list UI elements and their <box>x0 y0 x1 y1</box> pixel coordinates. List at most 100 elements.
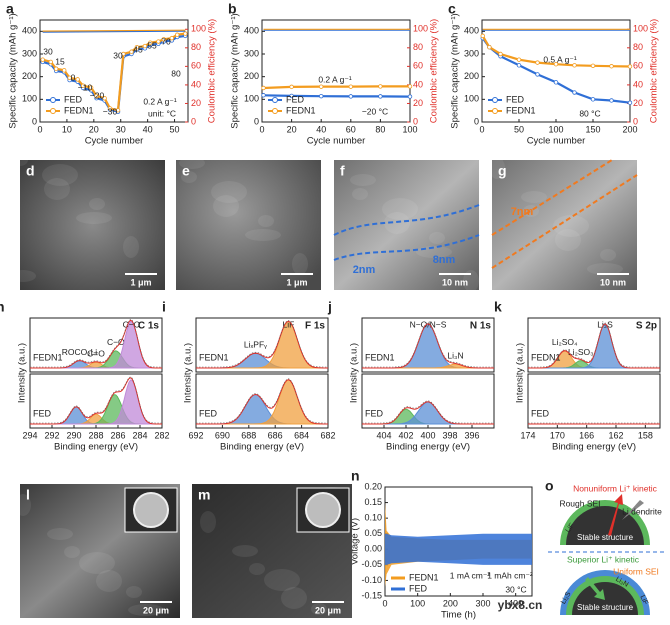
capacity-point <box>378 84 383 89</box>
axis-label: Specific capacity (mAh g⁻¹) <box>230 13 241 128</box>
label: LiF <box>565 522 576 534</box>
capacity-point <box>609 98 614 103</box>
y-tick-label: 100 <box>22 94 37 104</box>
micrograph <box>176 160 321 290</box>
fit-envelope <box>196 379 328 425</box>
x-axis-label: Time (h) <box>441 610 476 621</box>
capacity-point <box>289 93 294 99</box>
capacity-line <box>481 37 631 104</box>
y2-tick-label: 40 <box>633 79 643 89</box>
y2-tick-label: 20 <box>191 98 201 108</box>
li-ion-arrow <box>585 577 605 600</box>
capacity-point <box>62 68 67 73</box>
series-label: FEDN1 <box>33 352 63 362</box>
capacity-line <box>42 34 186 114</box>
annotation: 45 <box>133 44 143 54</box>
x-tick-label: 170 <box>550 430 565 440</box>
capacity-point <box>407 84 413 89</box>
x-tick-label: 690 <box>215 430 230 440</box>
x-tick-label: 100 <box>548 124 563 134</box>
raw-spectrum <box>362 400 494 424</box>
y2-tick-label: 40 <box>191 79 201 89</box>
texture <box>249 563 265 575</box>
capacity-point <box>94 93 99 99</box>
panel-letter: n <box>351 468 360 484</box>
x-axis-label: Binding energy (eV) <box>54 442 138 453</box>
texture <box>128 604 164 616</box>
micrograph <box>20 160 165 290</box>
capacity-point <box>134 45 140 50</box>
capacity-point <box>319 93 324 99</box>
texture <box>213 195 239 217</box>
raw-spectrum <box>196 319 328 368</box>
legend-label: FEDN1 <box>409 572 439 582</box>
series-label: FEDN1 <box>365 352 395 362</box>
y-tick-label: 200 <box>464 71 479 81</box>
capacity-point <box>487 45 492 50</box>
texture <box>126 586 142 598</box>
texture <box>600 249 616 261</box>
capacity-point <box>142 43 148 49</box>
texture <box>181 171 197 183</box>
axis-label: Intensity (a.u.) <box>17 343 28 403</box>
texture <box>123 236 139 258</box>
annotation: 80 <box>171 68 181 78</box>
thickness-label: 2nm <box>353 264 376 276</box>
fit-envelope <box>362 401 494 425</box>
capacity-point <box>40 57 45 62</box>
annotation: unit: °C <box>148 108 176 118</box>
texture <box>553 215 589 237</box>
y-tick-label: 300 <box>244 48 259 58</box>
sei-boundary <box>333 234 480 261</box>
capacity-point <box>627 64 633 69</box>
x-tick-label: 10 <box>62 124 72 134</box>
texture <box>384 212 410 234</box>
fit-envelope <box>362 323 494 369</box>
raw-spectrum <box>196 378 328 424</box>
annotation: −30 <box>103 106 118 116</box>
capacity-point <box>102 95 107 101</box>
sei-boundary <box>333 204 480 236</box>
legend-label: FEDN1 <box>286 105 316 115</box>
capacity-point <box>553 80 559 85</box>
y-tick-label: 300 <box>22 48 37 58</box>
axis-label: Coulombic efficiency (%) <box>649 19 660 123</box>
y-tick-label: -0.15 <box>361 590 382 600</box>
legend-marker <box>492 108 498 114</box>
micrograph <box>334 160 479 290</box>
x-tick-label: 158 <box>638 430 653 440</box>
capacity-point <box>609 64 614 69</box>
axis-label: Intensity (a.u.) <box>349 343 360 403</box>
thickness-label: 8nm <box>433 254 456 266</box>
y-tick-label: 0.05 <box>364 528 382 538</box>
legend-label: FED <box>64 94 83 104</box>
axis-label: Voltage (V) <box>350 518 361 565</box>
raw-spectrum <box>30 318 162 368</box>
annotation: 0.2 A g⁻¹ <box>318 74 351 84</box>
x-tick-label: 682 <box>320 430 335 440</box>
sei-boundary <box>491 174 638 269</box>
legend-label: FED <box>409 583 428 593</box>
annotation: 30 <box>43 46 53 56</box>
panel-letter: j <box>327 299 332 315</box>
annotation: 15 <box>55 56 65 66</box>
x-axis-label: Cycle number <box>307 136 366 147</box>
x-tick-label: 80 <box>375 124 385 134</box>
capacity-point <box>590 97 596 102</box>
peak-label: C−O <box>107 337 125 347</box>
capacity-point <box>169 35 175 41</box>
peak-label: C=O <box>87 348 105 358</box>
x-tick-label: 60 <box>346 124 356 134</box>
series-label: FED <box>33 408 52 418</box>
x-tick-label: 166 <box>579 430 594 440</box>
texture <box>352 188 368 200</box>
texture <box>489 157 505 179</box>
x-tick-label: 404 <box>376 430 391 440</box>
axis-label: Specific capacity (mAh g⁻¹) <box>8 13 19 128</box>
texture <box>47 528 73 540</box>
coin-cell <box>305 492 341 528</box>
capacity-point <box>161 37 166 42</box>
x-tick-label: 692 <box>188 430 203 440</box>
label: Li dendrite <box>622 506 662 516</box>
x-tick-label: 20 <box>287 124 297 134</box>
